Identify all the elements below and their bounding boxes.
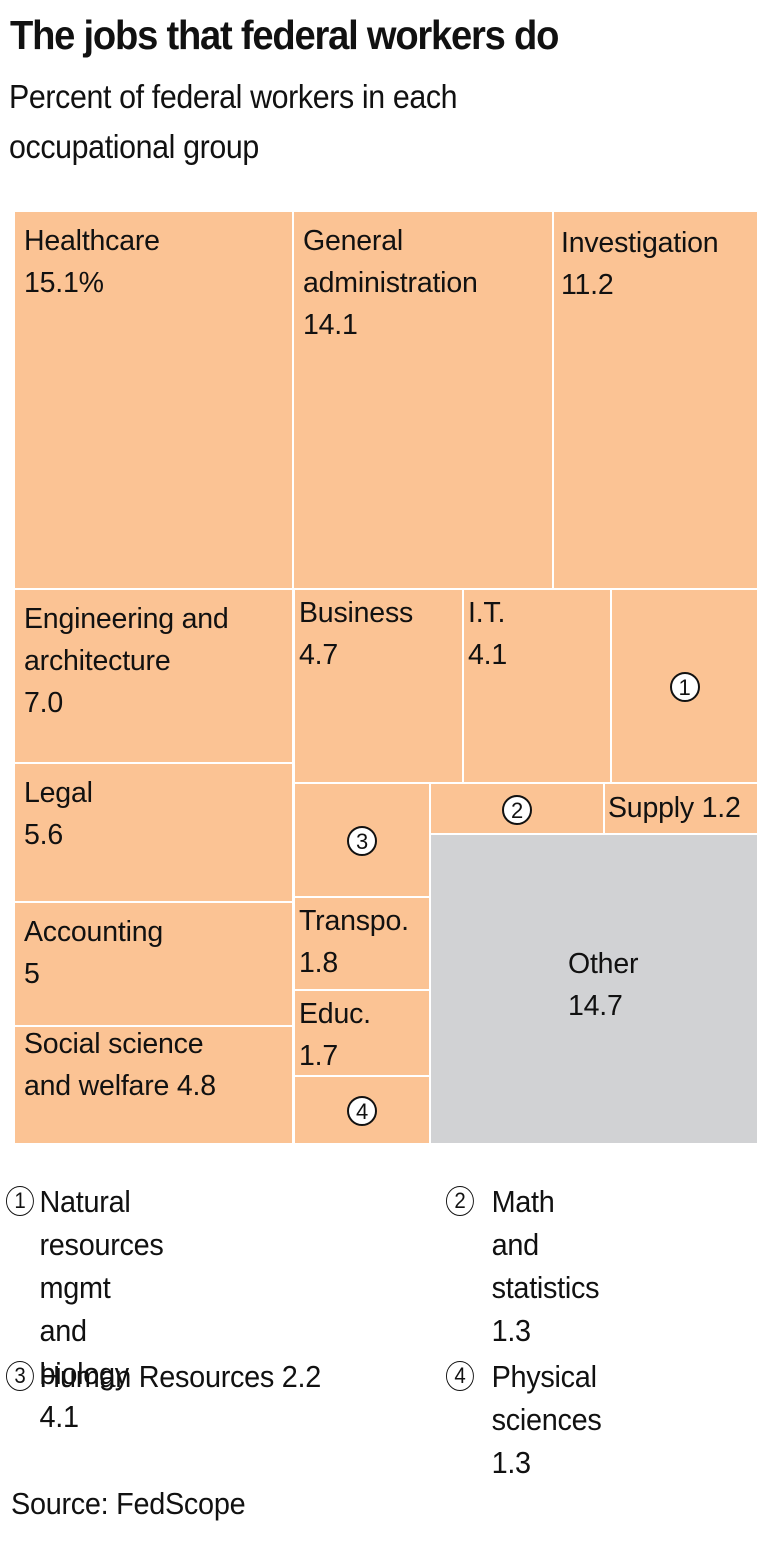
treemap-label: Educ. 1.7: [299, 998, 371, 1072]
treemap-label: General administration 14.1: [303, 225, 478, 341]
treemap-label: Engineering and architecture 7.0: [24, 603, 229, 719]
legend-text: Physical sciences 1.3: [491, 1359, 602, 1480]
treemap-cell-transportation: Transpo. 1.8: [295, 898, 429, 989]
treemap-label: Transpo. 1.8: [299, 905, 409, 979]
treemap-label: Legal 5.6: [24, 777, 93, 851]
chart-title: The jobs that federal workers do: [10, 12, 559, 58]
treemap-label: Supply 1.2: [608, 792, 741, 824]
chart-subtitle: Percent of federal workers in each occup…: [9, 78, 458, 165]
source-note: Source: FedScope: [11, 1486, 246, 1521]
treemap-cell-engineering: Engineering and architecture 7.0: [15, 590, 292, 762]
treemap-marker: 2: [431, 788, 603, 830]
treemap-cell-social-science: Social science and welfare 4.8: [15, 1027, 292, 1143]
legend-text: Math and statistics 1.3: [491, 1184, 600, 1348]
legend-text: Natural resources mgmt and biology 4.1: [39, 1184, 164, 1434]
treemap-marker: 4: [295, 1089, 429, 1131]
treemap-cell-physical-sciences: 4: [295, 1077, 429, 1143]
treemap-label: Accounting 5: [24, 916, 164, 990]
circled-number-2-icon: 2: [502, 794, 532, 825]
treemap-cell-it: I.T. 4.1: [464, 590, 610, 782]
circled-number-4-icon: 4: [347, 1096, 377, 1126]
treemap-label: Other 14.7: [568, 948, 639, 1022]
treemap-marker: 3: [295, 819, 429, 861]
treemap-cell-education: Educ. 1.7: [295, 991, 429, 1075]
treemap-label: I.T. 4.1: [468, 597, 508, 671]
treemap-cell-supply: Supply 1.2: [605, 784, 757, 833]
treemap-label: Investigation 11.2: [561, 227, 719, 301]
legend-text: Human Resources 2.2: [39, 1359, 322, 1394]
treemap-cell-general-administration: General administration 14.1: [294, 212, 552, 588]
treemap-label: Healthcare 15.1%: [24, 225, 160, 299]
treemap-marker: 1: [612, 665, 757, 707]
treemap-cell-human-resources: 3: [295, 784, 429, 896]
circled-number-3-icon: 3: [347, 826, 377, 856]
treemap-cell-other: Other 14.7: [431, 835, 757, 1143]
circled-number-3-icon: 3: [6, 1361, 34, 1391]
circled-number-1-icon: 1: [6, 1186, 34, 1216]
treemap-cell-accounting: Accounting 5: [15, 903, 292, 1025]
treemap-label: Business 4.7: [299, 597, 414, 671]
circled-number-2-icon: 2: [446, 1186, 474, 1216]
circled-number-4-icon: 4: [446, 1361, 474, 1391]
treemap-cell-natural-resources: 1: [612, 590, 757, 782]
treemap-cell-legal: Legal 5.6: [15, 764, 292, 901]
circled-number-1-icon: 1: [669, 672, 700, 702]
treemap: Healthcare 15.1% General administration 1…: [15, 212, 757, 1143]
treemap-label: Social science and welfare 4.8: [24, 1028, 216, 1102]
treemap-cell-healthcare: Healthcare 15.1%: [15, 212, 292, 588]
treemap-cell-investigation: Investigation 11.2: [554, 212, 757, 588]
treemap-cell-math-statistics: 2: [431, 784, 603, 833]
treemap-cell-business: Business 4.7: [295, 590, 462, 782]
